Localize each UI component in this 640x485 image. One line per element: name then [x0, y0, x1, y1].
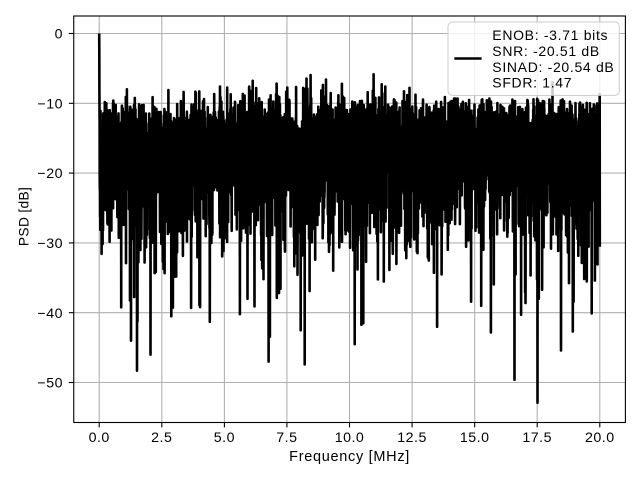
svg-text:20.0: 20.0 — [585, 430, 615, 446]
svg-text:−50: −50 — [37, 376, 63, 392]
svg-text:17.5: 17.5 — [522, 430, 552, 446]
svg-text:Frequency [MHz]: Frequency [MHz] — [289, 449, 410, 465]
svg-text:7.5: 7.5 — [276, 430, 297, 446]
svg-text:SINAD: -20.54 dB: SINAD: -20.54 dB — [492, 59, 614, 75]
svg-text:−40: −40 — [37, 306, 63, 322]
svg-text:0: 0 — [55, 27, 63, 43]
svg-text:0.0: 0.0 — [89, 430, 110, 446]
svg-text:−10: −10 — [37, 96, 63, 112]
svg-text:10.0: 10.0 — [335, 430, 365, 446]
svg-text:15.0: 15.0 — [460, 430, 490, 446]
svg-text:5.0: 5.0 — [214, 430, 235, 446]
svg-text:12.5: 12.5 — [397, 430, 427, 446]
svg-text:−30: −30 — [37, 236, 63, 252]
svg-text:2.5: 2.5 — [151, 430, 172, 446]
svg-text:SNR: -20.51 dB: SNR: -20.51 dB — [492, 43, 600, 59]
svg-text:SFDR: 1.47: SFDR: 1.47 — [492, 75, 572, 91]
svg-text:−20: −20 — [37, 166, 63, 182]
svg-text:ENOB: -3.71 bits: ENOB: -3.71 bits — [492, 27, 608, 43]
svg-text:PSD [dB]: PSD [dB] — [16, 187, 31, 246]
